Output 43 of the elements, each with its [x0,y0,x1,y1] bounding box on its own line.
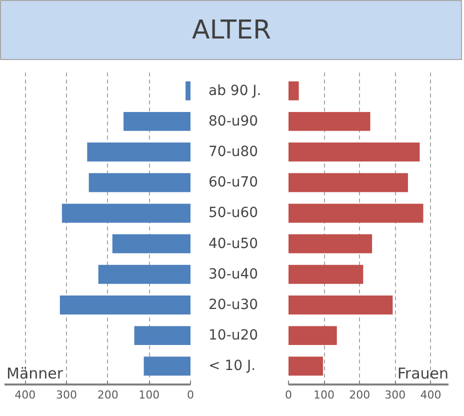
bar [124,112,190,131]
bar [288,142,420,162]
x-tick-label: 100 [314,388,335,402]
x-tick-label: 200 [97,388,118,402]
bar [87,142,190,162]
x-tick-label: 400 [420,388,442,402]
bar [288,295,393,314]
y-tick-label: 80-u90 [208,113,258,130]
bar [60,295,190,314]
x-tick-label: 300 [56,388,77,402]
bar [134,326,190,346]
x-tick-label: 400 [14,388,36,402]
y-tick-label: 50-u60 [208,205,258,222]
bar [288,112,370,131]
x-tick-label: 300 [384,388,406,402]
bar [144,356,190,376]
annotation: Männer [6,364,64,382]
y-tick-label: ab 90 J. [208,82,262,99]
bar [288,356,323,376]
y-tick-label: 30-u40 [208,266,258,282]
bar [288,204,424,223]
chart-title: ALTER [192,16,272,46]
y-tick-label: 60-u70 [208,174,258,191]
bar [288,326,337,346]
bar [112,234,190,254]
x-tick-label: 200 [349,388,370,402]
x-tick-label: 0 [187,388,194,402]
bar [98,264,190,284]
y-tick-label: 10-u20 [208,328,258,344]
y-tick-label: 70-u80 [208,144,258,160]
y-tick-label: 20-u30 [208,296,258,313]
y-tick-label: < 10 J. [208,358,256,374]
bar [288,234,372,254]
bar [288,264,364,284]
annotation: Frauen [397,364,449,382]
bar [88,173,190,192]
bar [62,204,190,223]
y-tick-label: 40-u50 [208,236,258,252]
bar [288,81,299,100]
x-tick-label: 100 [138,388,160,402]
bar [186,81,190,100]
bar [288,173,408,192]
x-tick-label: 0 [285,388,292,402]
